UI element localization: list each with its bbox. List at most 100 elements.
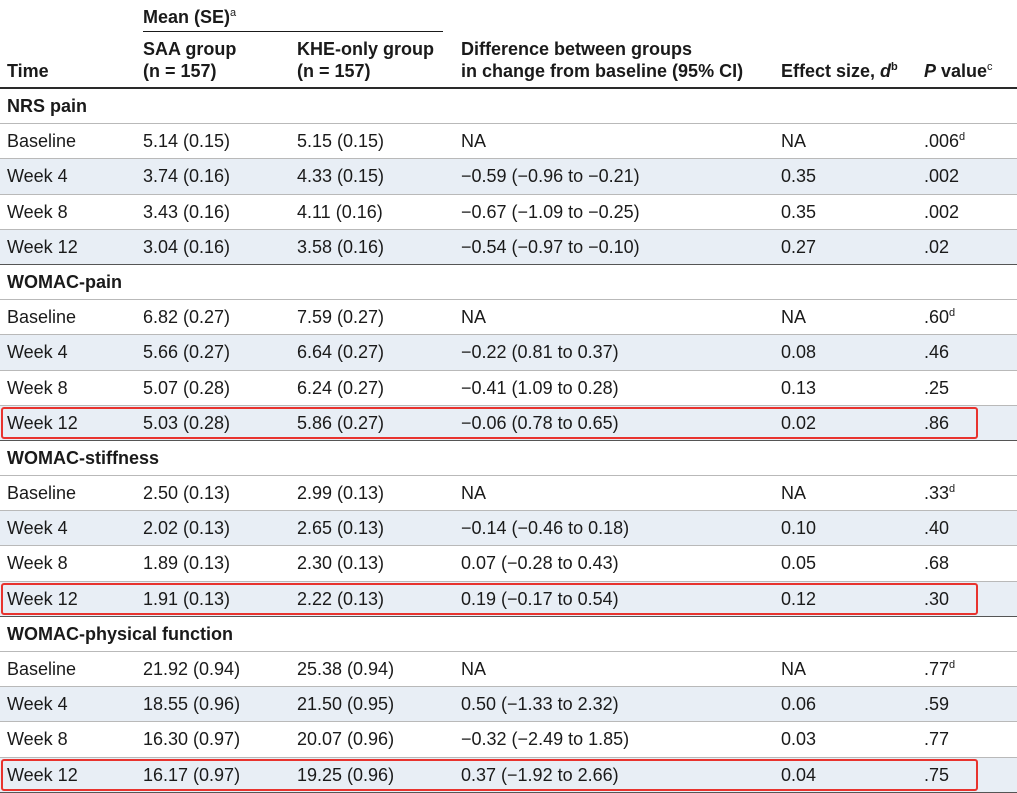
cell-saa-value: 3.74 (0.16) <box>143 166 231 187</box>
table-row: Week 8 3.43 (0.16) 4.11 (0.16) −0.67 (−1.09… <box>0 195 1017 230</box>
cell-effect-value: NA <box>781 131 807 152</box>
cell-diff-value: NA <box>461 131 487 152</box>
row-divider <box>0 193 1017 195</box>
p-value-header: P valuec <box>924 60 993 82</box>
cell-p-value: .77 <box>924 729 950 750</box>
effect-size-d: d <box>880 61 892 81</box>
highlight-box <box>1 758 978 791</box>
table-row: Week 12 16.17 (0.97) 19.25 (0.96) 0.37 (−1.… <box>0 757 1017 793</box>
cell-khe: 3.58 (0.16) <box>297 230 384 265</box>
cell-khe-value: 6.24 (0.27) <box>297 377 385 398</box>
cell-time-value: Week 12 <box>7 588 78 609</box>
p-value-footnote-marker: d <box>959 131 966 144</box>
cell-diff: 0.37 (−1.92 to 2.66) <box>461 758 619 793</box>
cell-khe: 25.38 (0.94) <box>297 652 394 687</box>
cell-time: Week 8 <box>7 722 68 757</box>
row-divider <box>0 510 1017 512</box>
cell-khe-value: 25.38 (0.94) <box>297 659 395 679</box>
cell-diff-value: NA <box>461 307 487 328</box>
cell-saa: 16.30 (0.97) <box>143 722 240 757</box>
cell-effect-value: 0.12 <box>781 588 817 609</box>
cell-saa: 5.03 (0.28) <box>143 406 230 441</box>
cell-effect: NA <box>781 124 806 159</box>
row-divider <box>0 123 1017 125</box>
cell-p-value: .002 <box>924 166 960 187</box>
highlight-box <box>1 582 978 615</box>
cell-diff: NA <box>461 476 486 511</box>
table-row: Week 8 16.30 (0.97) 20.07 (0.96) −0.32 (−2.… <box>0 722 1017 758</box>
cell-saa-value: 18.55 (0.96) <box>143 694 241 715</box>
row-divider <box>0 228 1017 230</box>
cell-time-value: Week 12 <box>7 236 78 257</box>
cell-effect: 0.35 <box>781 159 816 194</box>
cell-effect-value: 0.06 <box>781 694 817 715</box>
cell-p-value: .002 <box>924 201 960 222</box>
cell-saa: 5.66 (0.27) <box>143 335 230 370</box>
cell-time: Baseline <box>7 124 76 159</box>
effect-size-label: Effect size, <box>781 61 881 81</box>
cell-effect: 0.08 <box>781 335 816 370</box>
cell-saa-value: 3.04 (0.16) <box>143 236 231 257</box>
cell-time-value: Week 4 <box>7 166 68 187</box>
cell-time: Week 12 <box>7 582 78 617</box>
cell-diff: −0.22 (0.81 to 0.37) <box>461 335 619 370</box>
cell-diff: −0.06 (0.78 to 0.65) <box>461 406 619 441</box>
saa-group-label: SAA group <box>143 39 237 59</box>
cell-khe: 6.64 (0.27) <box>297 335 384 370</box>
cell-saa: 6.82 (0.27) <box>143 300 230 335</box>
cell-saa: 3.43 (0.16) <box>143 195 230 230</box>
row-divider <box>0 580 1017 582</box>
header-rule <box>0 87 1017 89</box>
cell-khe-value: 20.07 (0.96) <box>297 729 395 750</box>
cell-p: .59 <box>924 687 949 722</box>
khe-group-n: (n = 157) <box>297 61 371 81</box>
mean-se-label: Mean (SE) <box>143 7 231 27</box>
cell-khe: 5.15 (0.15) <box>297 124 384 159</box>
cell-time-value: Baseline <box>7 659 77 679</box>
cell-effect: 0.10 <box>781 511 816 546</box>
table-row: Baseline 2.50 (0.13) 2.99 (0.13) NA NA .33d <box>0 476 1017 512</box>
p-value-footnote-marker: d <box>949 483 956 496</box>
cell-effect-value: NA <box>781 307 807 328</box>
cell-saa: 5.14 (0.15) <box>143 124 230 159</box>
cell-time: Week 8 <box>7 371 68 406</box>
cell-effect-value: 0.35 <box>781 166 817 187</box>
cell-diff: NA <box>461 652 486 687</box>
cell-time: Week 4 <box>7 335 68 370</box>
cell-khe-value: 7.59 (0.27) <box>297 307 385 328</box>
cell-diff-value: −0.32 (−2.49 to 1.85) <box>461 729 630 750</box>
cell-diff: 0.07 (−0.28 to 0.43) <box>461 546 619 581</box>
cell-p: .86 <box>924 406 949 441</box>
table-row: Baseline 6.82 (0.27) 7.59 (0.27) NA NA .60d <box>0 300 1017 336</box>
effect-size-header: Effect size, db <box>781 60 898 82</box>
cell-p: .02 <box>924 230 949 265</box>
cell-saa-value: 5.66 (0.27) <box>143 342 231 363</box>
cell-diff: NA <box>461 300 486 335</box>
cell-p: .60d <box>924 300 955 335</box>
p-value-footnote-marker: d <box>949 307 956 320</box>
cell-diff: NA <box>461 124 486 159</box>
cell-khe-value: 21.50 (0.95) <box>297 694 395 715</box>
cell-time-value: Week 8 <box>7 201 68 222</box>
p-value-footnote: c <box>987 61 993 73</box>
row-divider <box>0 369 1017 371</box>
cell-khe-value: 5.15 (0.15) <box>297 131 385 152</box>
cell-p-value: .46 <box>924 342 950 363</box>
row-divider <box>0 756 1017 758</box>
cell-diff-value: −0.67 (−1.09 to −0.25) <box>461 201 640 222</box>
cell-effect: 0.12 <box>781 582 816 617</box>
cell-p-value: .60 <box>924 307 950 328</box>
cell-khe: 21.50 (0.95) <box>297 687 394 722</box>
cell-saa: 3.74 (0.16) <box>143 159 230 194</box>
cell-p-value: .30 <box>924 588 950 609</box>
cell-p-value: .33 <box>924 483 950 504</box>
cell-saa: 2.02 (0.13) <box>143 511 230 546</box>
cell-khe: 7.59 (0.27) <box>297 300 384 335</box>
cell-time: Baseline <box>7 300 76 335</box>
cell-p: .40 <box>924 511 949 546</box>
table-row: Week 4 3.74 (0.16) 4.33 (0.15) −0.59 (−0.96… <box>0 159 1017 195</box>
cell-time-value: Week 12 <box>7 764 78 785</box>
table-row: Week 12 1.91 (0.13) 2.22 (0.13) 0.19 (−0.17… <box>0 581 1017 617</box>
cell-effect: 0.27 <box>781 230 816 265</box>
khe-group-header: KHE-only group (n = 157) <box>297 38 434 82</box>
